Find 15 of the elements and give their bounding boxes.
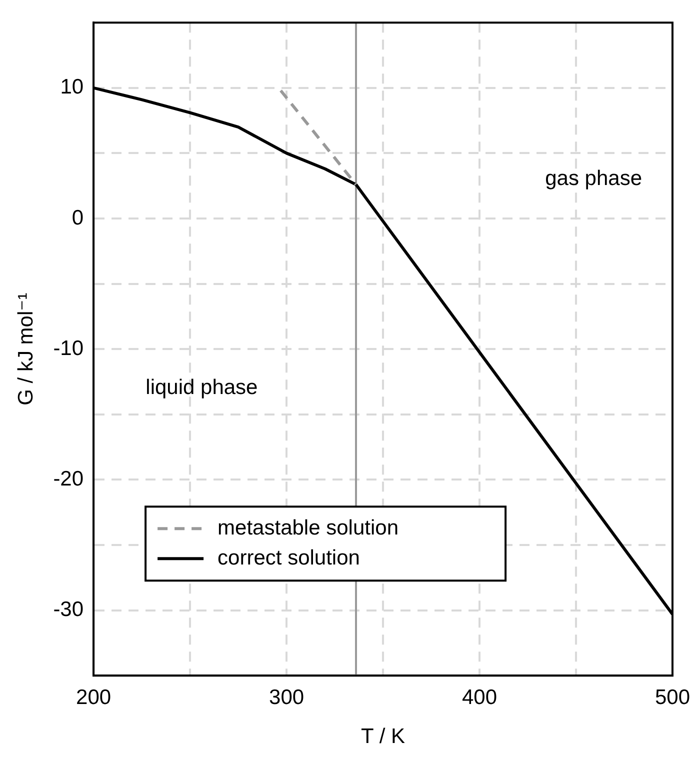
x-tick-label: 500 <box>654 686 690 709</box>
x-tick-label: 300 <box>269 686 304 709</box>
y-tick-label: -10 <box>53 336 84 360</box>
y-tick-label: 10 <box>60 76 84 99</box>
annotation: liquid phase <box>146 376 258 400</box>
x-tick-label: 200 <box>76 686 112 709</box>
annotation: gas phase <box>545 167 642 190</box>
legend-label: correct solution <box>218 546 360 570</box>
y-tick-label: -20 <box>53 467 84 490</box>
y-tick-label: 0 <box>72 206 84 230</box>
y-tick-label: -30 <box>53 598 84 622</box>
y-axis-title: G / kJ mol⁻¹ <box>14 292 38 406</box>
legend-label: metastable solution <box>218 516 399 540</box>
x-tick-label: 400 <box>462 686 498 709</box>
x-axis-title: T / K <box>361 725 405 748</box>
